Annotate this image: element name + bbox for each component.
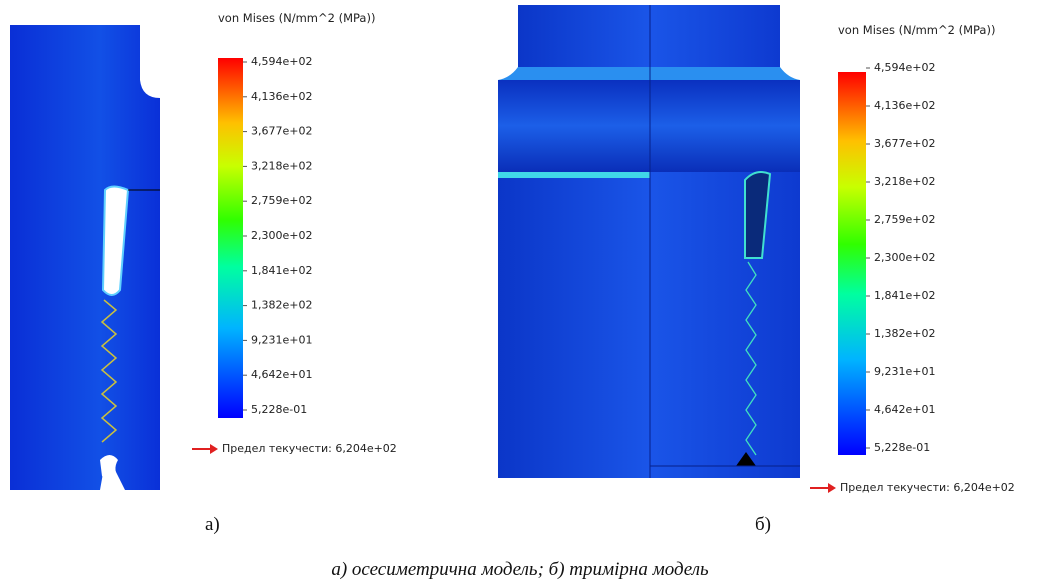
yield-arrow-head bbox=[210, 444, 218, 454]
legend-title: von Mises (N/mm^2 (MPa)) bbox=[838, 23, 995, 37]
colorbar bbox=[838, 72, 866, 455]
tick-label: 5,228e-01 bbox=[874, 441, 930, 454]
tick-label: 4,136e+02 bbox=[251, 90, 312, 103]
tick-label: 2,759e+02 bbox=[251, 194, 312, 207]
legend-title: von Mises (N/mm^2 (MPa)) bbox=[218, 11, 375, 25]
tick-label: 3,677e+02 bbox=[874, 137, 935, 150]
tick-label: 4,642e+01 bbox=[874, 403, 935, 416]
tick-label: 4,642e+01 bbox=[251, 368, 312, 381]
tick-label: 4,136e+02 bbox=[874, 99, 935, 112]
tick-label: 2,759e+02 bbox=[874, 213, 935, 226]
tick-label: 9,231e+01 bbox=[251, 333, 312, 346]
panel-label: б) bbox=[755, 514, 771, 535]
tick-label: 3,218e+02 bbox=[874, 175, 935, 188]
caption: а) осесиметрична модель; б) тримірна мод… bbox=[331, 559, 709, 580]
yield-arrow-head bbox=[828, 483, 836, 493]
tick-label: 4,594e+02 bbox=[251, 55, 312, 68]
tick-label: 1,841e+02 bbox=[251, 264, 312, 277]
tick-label: 1,382e+02 bbox=[251, 299, 312, 312]
tick-label: 2,300e+02 bbox=[251, 229, 312, 242]
yield-label: Предел текучести: 6,204e+02 bbox=[840, 481, 1015, 494]
model-axisymmetric bbox=[10, 25, 160, 490]
yield-label: Предел текучести: 6,204e+02 bbox=[222, 442, 397, 455]
model-3d bbox=[498, 5, 800, 478]
tick-label: 1,841e+02 bbox=[874, 289, 935, 302]
tick-label: 5,228e-01 bbox=[251, 403, 307, 416]
tick-label: 3,218e+02 bbox=[251, 159, 312, 172]
tick-label: 9,231e+01 bbox=[874, 365, 935, 378]
panel-label: а) bbox=[205, 514, 220, 535]
tick-label: 3,677e+02 bbox=[251, 125, 312, 138]
tick-label: 2,300e+02 bbox=[874, 251, 935, 264]
tick-label: 4,594e+02 bbox=[874, 61, 935, 74]
tick-label: 1,382e+02 bbox=[874, 327, 935, 340]
figure: а) осесиметрична модель; б) тримірна мод… bbox=[0, 0, 1039, 583]
colorbar bbox=[218, 58, 243, 418]
